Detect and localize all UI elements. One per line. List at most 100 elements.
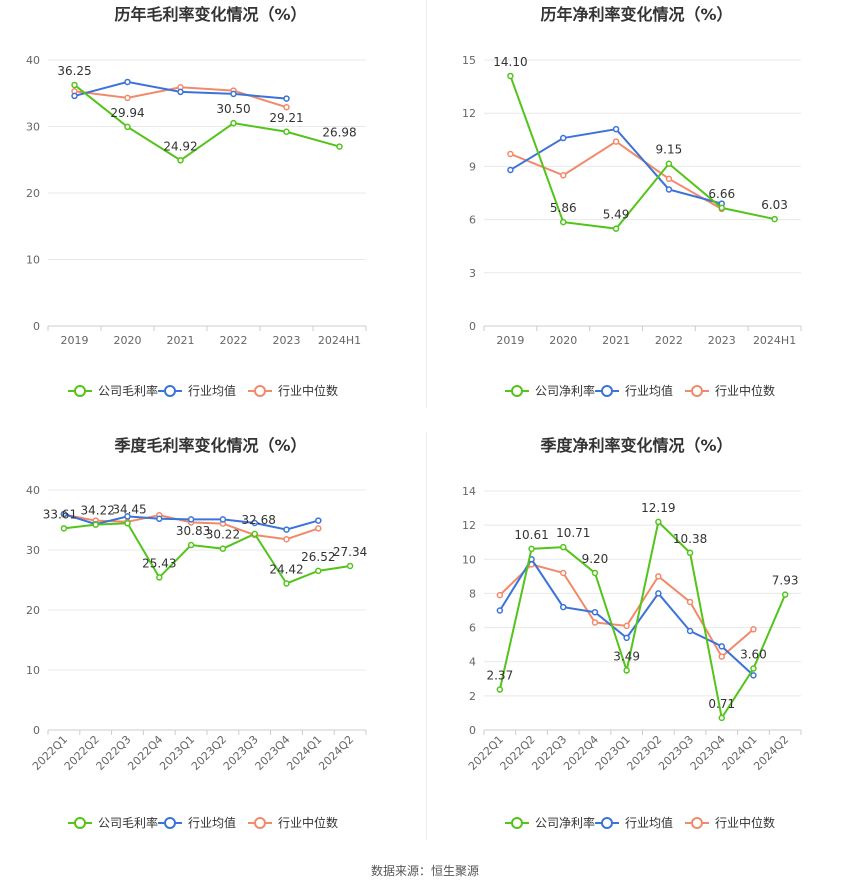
data-label: 29.94 xyxy=(110,106,144,120)
chart-title: 季度净利率变化情况（%） xyxy=(539,436,732,455)
data-point-company xyxy=(336,143,343,150)
data-label: 30.22 xyxy=(206,528,240,542)
legend-label-avg: 行业均值 xyxy=(188,815,236,830)
data-label: 10.61 xyxy=(514,528,548,542)
data-point-company xyxy=(71,81,78,89)
data-label: 7.93 xyxy=(772,574,799,588)
data-point-company xyxy=(507,72,514,80)
data-label: 24.92 xyxy=(163,139,197,153)
x-tick-label: 2019 xyxy=(496,334,524,347)
y-tick-label: 10 xyxy=(462,553,476,566)
legend-marker-median xyxy=(691,817,703,829)
legend-marker-company xyxy=(74,817,86,829)
chart-quarterly-net-margin: 季度净利率变化情况（%）024681012142022Q12022Q22022Q… xyxy=(462,436,802,830)
y-tick-label: 0 xyxy=(33,320,40,333)
data-label: 5.86 xyxy=(550,201,577,215)
data-label: 3.49 xyxy=(613,649,640,663)
data-point-company xyxy=(528,545,535,553)
data-label: 6.66 xyxy=(708,187,735,201)
data-point-avg xyxy=(124,513,131,520)
y-tick-label: 20 xyxy=(26,187,40,200)
data-point-company xyxy=(686,549,694,557)
data-point-company xyxy=(283,128,290,136)
data-label: 25.43 xyxy=(142,556,176,570)
legend-label-company: 公司毛利率 xyxy=(98,815,158,830)
x-tick-label: 2023 xyxy=(273,334,301,347)
data-point-median xyxy=(718,653,725,660)
series-line-company xyxy=(73,84,340,162)
x-tick-label: 2023 xyxy=(708,334,736,347)
legend-label-company: 公司毛利率 xyxy=(98,383,158,398)
data-point-avg xyxy=(283,95,290,102)
y-tick-label: 4 xyxy=(469,656,476,669)
legend-label-median: 行业中位数 xyxy=(715,383,775,398)
data-point-company xyxy=(315,567,322,575)
data-point-avg xyxy=(718,643,725,650)
data-label: 29.21 xyxy=(269,111,303,125)
data-point-company xyxy=(560,218,567,226)
legend-marker-avg xyxy=(164,817,176,829)
y-tick-label: 15 xyxy=(462,54,476,67)
legend-marker-company xyxy=(511,817,523,829)
data-label: 12.19 xyxy=(641,501,675,515)
x-tick-label: 2019 xyxy=(61,334,89,347)
x-tick-label: 2024Q2 xyxy=(751,733,791,773)
data-label: 10.38 xyxy=(673,532,707,546)
data-label: 26.98 xyxy=(322,126,356,140)
y-tick-label: 9 xyxy=(469,160,476,173)
chart-annual-net-margin: 历年净利率变化情况（%） 0 3 6 9 12 15 2019 2020 2021 2022 2023… xyxy=(462,5,802,398)
x-tick-label: 2024H1 xyxy=(318,334,361,347)
data-label: 5.49 xyxy=(603,208,630,222)
data-point-company xyxy=(346,562,354,570)
divider-bottom xyxy=(426,432,427,840)
data-point-company xyxy=(591,569,599,577)
data-point-company xyxy=(124,520,131,527)
data-point-avg xyxy=(496,607,504,614)
series-line-company xyxy=(498,519,787,721)
legend-label-median: 行业中位数 xyxy=(278,815,338,830)
data-point-avg xyxy=(655,590,662,597)
y-tick-label: 30 xyxy=(26,544,40,557)
x-tick-label: 2020 xyxy=(549,334,577,347)
data-point-avg xyxy=(124,78,131,86)
data-label: 9.20 xyxy=(582,552,609,566)
y-tick-label: 10 xyxy=(26,664,40,677)
data-point-median xyxy=(124,94,131,102)
data-label: 36.25 xyxy=(57,64,91,78)
charts-area: 历年毛利率变化情况（%） 0 10 20 30 40 2019 2020 2021 2022 202… xyxy=(26,5,802,830)
data-point-avg xyxy=(612,125,620,133)
data-point-company xyxy=(750,665,757,672)
data-point-company xyxy=(92,521,99,528)
y-tick-label: 40 xyxy=(26,54,40,67)
data-point-avg xyxy=(71,92,78,100)
data-point-company xyxy=(612,225,620,232)
data-point-avg xyxy=(665,186,673,193)
y-tick-label: 14 xyxy=(462,485,476,498)
x-tick-label: 2021 xyxy=(167,334,195,347)
data-label: 6.03 xyxy=(761,198,788,212)
data-point-company xyxy=(251,530,258,538)
data-point-company xyxy=(655,518,662,526)
data-point-median xyxy=(612,138,620,145)
chart-title: 历年净利率变化情况（%） xyxy=(540,5,732,24)
data-point-avg xyxy=(591,608,599,616)
legend-marker-avg xyxy=(601,385,613,397)
y-tick-label: 0 xyxy=(469,320,476,333)
legend-label-median: 行业中位数 xyxy=(278,383,338,398)
data-point-company xyxy=(623,667,630,674)
data-point-company xyxy=(771,215,778,223)
data-label: 14.10 xyxy=(493,55,527,69)
data-point-avg xyxy=(219,516,227,523)
data-label: 9.15 xyxy=(656,143,683,157)
data-point-median xyxy=(686,598,694,606)
x-tick-label: 2024H1 xyxy=(753,334,796,347)
data-point-avg xyxy=(560,603,567,611)
legend-label-avg: 行业均值 xyxy=(625,815,673,830)
data-source: 数据来源：恒生聚源 xyxy=(370,864,479,878)
data-point-median xyxy=(560,172,567,179)
data-point-company xyxy=(219,545,227,552)
data-label: 33.61 xyxy=(43,507,77,521)
data-label: 27.34 xyxy=(333,545,367,559)
data-point-avg xyxy=(60,510,68,518)
x-tick-label: 2022 xyxy=(220,334,248,347)
